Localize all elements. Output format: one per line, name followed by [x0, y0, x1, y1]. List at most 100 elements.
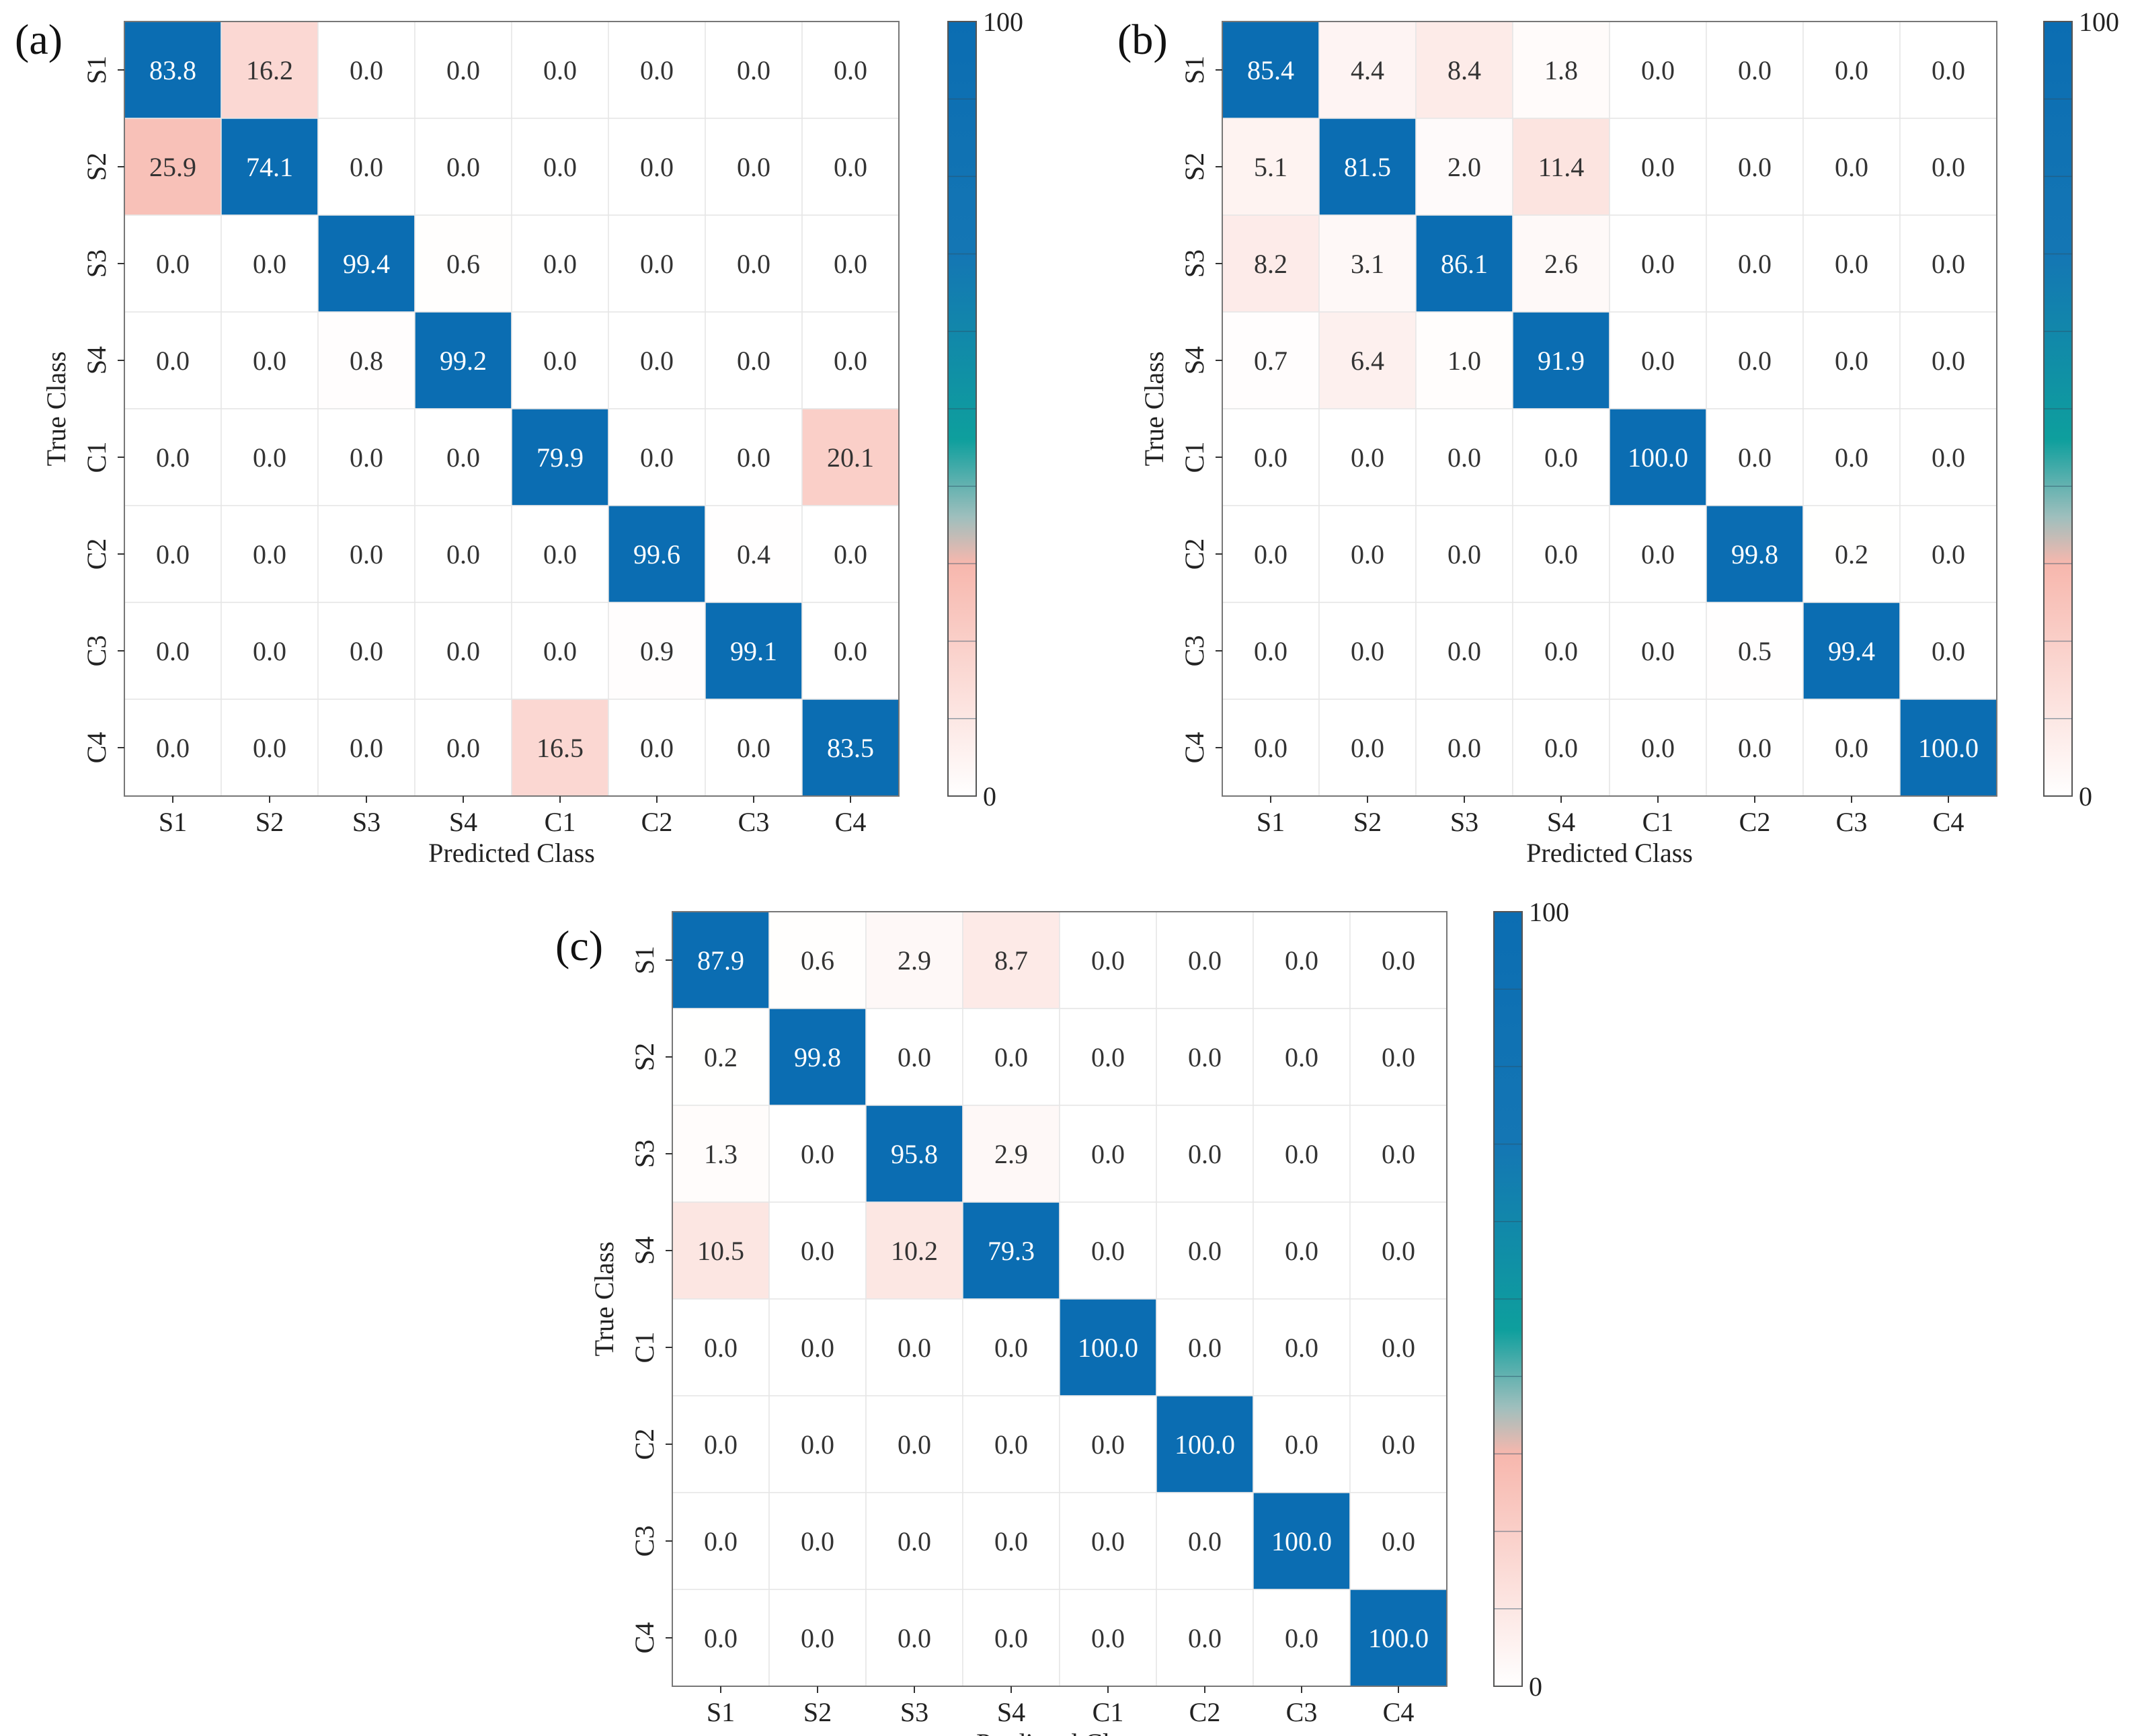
heatmap-cell [317, 699, 415, 797]
x-tick-label: S2 [1353, 807, 1382, 837]
cell-value-label: 74.1 [246, 152, 293, 182]
cell-value-label: 0.0 [543, 152, 577, 182]
cell-value-label: 0.0 [156, 442, 190, 473]
colorbar-max-label: 100 [983, 7, 1023, 37]
heatmap-cell [1253, 1395, 1351, 1493]
cell-value-label: 0.0 [1254, 636, 1287, 666]
cell-value-label: 0.0 [1382, 945, 1415, 976]
heatmap-cell [414, 214, 512, 313]
heatmap-cell [1059, 1008, 1157, 1106]
cell-value-label: 0.0 [1835, 733, 1868, 763]
colorbar-min-label: 0 [2079, 781, 2092, 812]
heatmap-cell [1318, 505, 1417, 603]
cell-value-label: 0.0 [1351, 442, 1384, 473]
heatmap-cell [1318, 602, 1417, 700]
x-tick-label: C3 [1836, 807, 1868, 837]
heatmap-cell [608, 505, 706, 603]
cell-value-label: 0.0 [994, 1526, 1028, 1556]
y-tick-label: S4 [629, 1236, 660, 1265]
heatmap-cell [1253, 1008, 1351, 1106]
cell-value-label: 0.0 [704, 1623, 738, 1653]
cell-value-label: 25.9 [149, 152, 196, 182]
heatmap-cell [1415, 602, 1513, 700]
heatmap-cell [221, 505, 319, 603]
cell-value-label: 0.0 [640, 346, 674, 376]
heatmap-cell [1415, 408, 1513, 506]
cell-value-label: 0.0 [350, 55, 383, 85]
x-tick-label: C4 [1383, 1697, 1415, 1727]
cell-value-label: 0.0 [156, 636, 190, 666]
heatmap-cell [221, 21, 319, 119]
cell-value-label: 0.0 [1641, 636, 1675, 666]
cell-value-label: 0.4 [737, 539, 770, 569]
heatmap-cell [221, 118, 319, 216]
cell-value-label: 0.0 [253, 539, 286, 569]
heatmap-cell [124, 214, 222, 313]
cell-value-label: 0.0 [1382, 1429, 1415, 1460]
cell-value-label: 0.0 [1188, 1139, 1222, 1169]
cell-value-label: 0.0 [543, 539, 577, 569]
cell-value-label: 2.9 [898, 945, 931, 976]
cell-value-label: 0.0 [1447, 733, 1481, 763]
x-tick-label: C3 [1286, 1697, 1318, 1727]
heatmap-cell [1318, 214, 1417, 313]
heatmap-cell [414, 311, 512, 409]
cell-value-label: 91.9 [1538, 346, 1585, 376]
heatmap-cell [1609, 602, 1707, 700]
heatmap-cell [511, 408, 609, 506]
colorbar-max-label: 100 [2079, 7, 2119, 37]
y-tick-label: C2 [1179, 539, 1209, 570]
heatmap-cell [1512, 21, 1610, 119]
cell-value-label: 0.0 [1091, 1139, 1125, 1169]
cell-value-label: 0.2 [1835, 539, 1868, 569]
cell-value-label: 0.0 [1641, 152, 1675, 182]
y-tick-label: S4 [81, 346, 112, 374]
heatmap-cell [1706, 118, 1804, 216]
cell-value-label: 0.0 [834, 249, 867, 279]
heatmap-cell [705, 118, 803, 216]
cell-value-label: 95.8 [891, 1139, 938, 1169]
cell-value-label: 0.0 [1447, 442, 1481, 473]
heatmap-cell [1253, 911, 1351, 1009]
cell-value-label: 0.0 [1188, 1623, 1222, 1653]
x-tick-label: S2 [255, 807, 284, 837]
heatmap-cell [1706, 602, 1804, 700]
x-axis-label: Predicted Class [976, 1728, 1143, 1736]
y-tick-label: C4 [629, 1622, 660, 1654]
cell-value-label: 99.8 [1731, 539, 1778, 569]
x-tick-label: C1 [1093, 1697, 1124, 1727]
cell-value-label: 0.0 [1351, 733, 1384, 763]
cell-value-label: 0.0 [1835, 442, 1868, 473]
heatmap-cell [124, 21, 222, 119]
cell-value-label: 0.0 [446, 636, 480, 666]
cell-value-label: 0.8 [350, 346, 383, 376]
cell-value-label: 0.0 [1932, 152, 1965, 182]
cell-value-label: 0.0 [1932, 539, 1965, 569]
cell-value-label: 0.0 [704, 1429, 738, 1460]
cell-value-label: 0.0 [737, 346, 770, 376]
cell-value-label: 0.0 [834, 152, 867, 182]
cell-value-label: 0.0 [801, 1333, 834, 1363]
x-tick-label: S3 [900, 1697, 928, 1727]
heatmap-cell [1609, 505, 1707, 603]
heatmap-cell [705, 505, 803, 603]
heatmap-cell [608, 214, 706, 313]
heatmap-cell [511, 311, 609, 409]
cell-value-label: 20.1 [827, 442, 874, 473]
panel-label: (c) [555, 922, 603, 970]
heatmap-cell [1156, 1298, 1254, 1396]
heatmap-cell [1253, 1298, 1351, 1396]
heatmap-cell [672, 911, 770, 1009]
x-tick-label: S1 [159, 807, 187, 837]
cell-value-label: 0.0 [350, 636, 383, 666]
y-tick-label: C3 [81, 635, 112, 667]
y-axis-label: True Class [589, 1242, 619, 1357]
heatmap-cell [1415, 214, 1513, 313]
heatmap-cell [511, 602, 609, 700]
heatmap-cell [221, 214, 319, 313]
cell-value-label: 0.0 [1285, 1236, 1318, 1266]
heatmap-cell [801, 408, 900, 506]
heatmap-cell [1899, 118, 1997, 216]
cell-value-label: 0.0 [737, 152, 770, 182]
cell-value-label: 0.0 [1932, 249, 1965, 279]
